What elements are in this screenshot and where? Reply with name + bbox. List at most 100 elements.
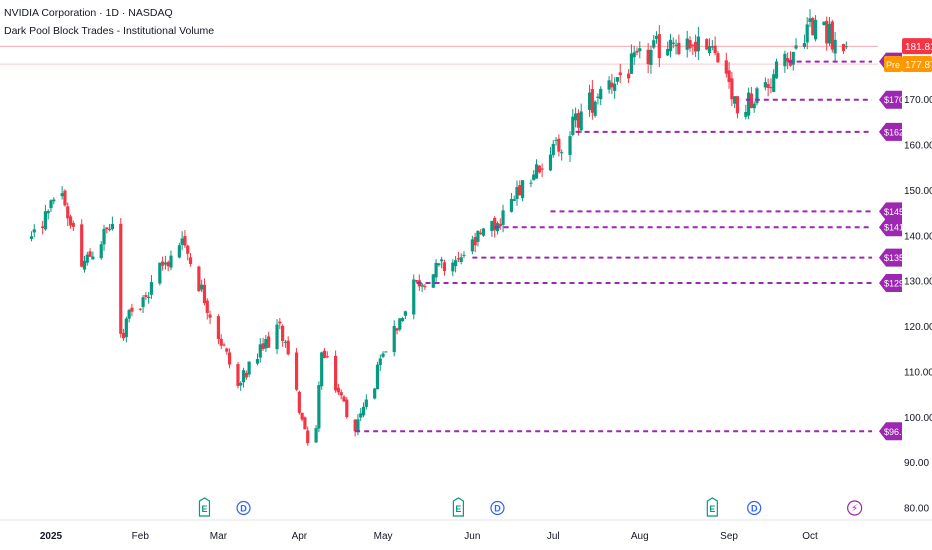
candle	[791, 51, 795, 71]
candle-body	[102, 228, 106, 245]
candle	[476, 230, 480, 247]
candle-body	[283, 341, 287, 343]
level-label-badge	[879, 202, 902, 221]
candle	[294, 348, 299, 392]
candle-body	[518, 185, 522, 196]
candles-layer	[29, 9, 848, 446]
candle	[130, 303, 134, 317]
earnings-marker[interactable]: E	[706, 497, 718, 517]
candle-body	[593, 101, 597, 116]
candle-body	[378, 358, 382, 366]
candle-body	[783, 53, 787, 67]
candle-body	[554, 139, 558, 141]
time-tick-label: Sep	[720, 531, 738, 542]
time-tick-label: Jun	[464, 531, 480, 542]
candle-body	[163, 262, 168, 265]
candle-body	[825, 20, 829, 44]
candle-body	[498, 223, 502, 227]
candle	[283, 339, 287, 348]
candle-body	[261, 343, 265, 350]
price-tick-label: 170.00	[904, 95, 932, 106]
candle-body	[200, 284, 204, 290]
candle-body	[786, 58, 790, 62]
candle	[244, 370, 248, 380]
candle	[677, 34, 681, 56]
candle	[141, 295, 145, 313]
candle	[537, 165, 541, 174]
candle-body	[635, 50, 639, 53]
candle-body	[180, 238, 184, 245]
indicator-title[interactable]: Dark Pool Block Trades - Institutional V…	[4, 25, 215, 37]
candle-body	[571, 116, 575, 135]
dividend-marker[interactable]: D	[236, 500, 251, 516]
candle-body	[691, 44, 695, 46]
dividend-glyph: D	[240, 504, 247, 514]
candle	[822, 21, 826, 26]
candle	[479, 229, 483, 235]
earnings-marker[interactable]: E	[452, 497, 465, 517]
candle	[322, 348, 327, 359]
earnings-icon	[706, 497, 718, 517]
candle	[400, 316, 405, 322]
candle	[197, 265, 201, 292]
candle	[744, 104, 748, 120]
candle	[635, 47, 639, 56]
candle-body	[219, 338, 223, 346]
candle-body	[794, 45, 798, 49]
candle	[82, 255, 87, 273]
candle	[91, 251, 95, 260]
candle	[300, 412, 304, 422]
candle-body	[632, 52, 636, 58]
level-label-badge	[879, 218, 902, 237]
time-tick-label: Jul	[547, 531, 560, 542]
candle-body	[607, 80, 611, 90]
candle	[32, 224, 36, 238]
price-tick-label: 140.00	[904, 231, 932, 242]
candle	[554, 137, 558, 146]
candle-body	[119, 223, 123, 334]
candle	[674, 39, 678, 55]
candle	[481, 227, 486, 237]
candle-body	[744, 111, 748, 117]
candle	[361, 402, 366, 418]
candle	[668, 34, 673, 58]
candle	[63, 189, 67, 207]
candle	[392, 320, 396, 357]
candle-body	[727, 70, 731, 82]
dividend-marker[interactable]: D	[490, 500, 505, 516]
dividend-marker[interactable]: D	[747, 500, 762, 516]
candle	[841, 43, 846, 55]
candle-body	[844, 46, 848, 48]
candle-body	[574, 113, 578, 121]
candle	[395, 327, 399, 335]
candle-body	[384, 351, 388, 353]
candle-body	[470, 239, 474, 252]
candle-body	[144, 295, 148, 297]
candle-body	[281, 325, 285, 341]
candle	[247, 361, 251, 378]
time-tick-label: Oct	[802, 531, 818, 542]
candle-body	[724, 60, 728, 74]
candle	[255, 353, 260, 366]
level-label-badge	[879, 273, 902, 292]
chart-title: NVIDIA Corporation · 1D · NASDAQ	[4, 7, 173, 19]
candle	[833, 31, 837, 63]
candle-body	[267, 336, 271, 348]
candle-body	[68, 216, 73, 226]
candle	[615, 77, 620, 85]
candle	[618, 63, 622, 83]
earnings-marker[interactable]: E	[198, 497, 211, 517]
candle	[378, 354, 382, 372]
candle	[509, 193, 514, 213]
candle-body	[353, 419, 357, 432]
split-marker[interactable]: ⚡	[847, 500, 863, 516]
candle	[46, 209, 50, 220]
candle	[520, 180, 525, 202]
earnings-glyph: E	[201, 504, 207, 514]
candle	[336, 383, 341, 396]
candle-body	[420, 284, 424, 287]
candle	[735, 95, 740, 119]
candle-body	[671, 42, 675, 44]
candle	[540, 163, 544, 178]
